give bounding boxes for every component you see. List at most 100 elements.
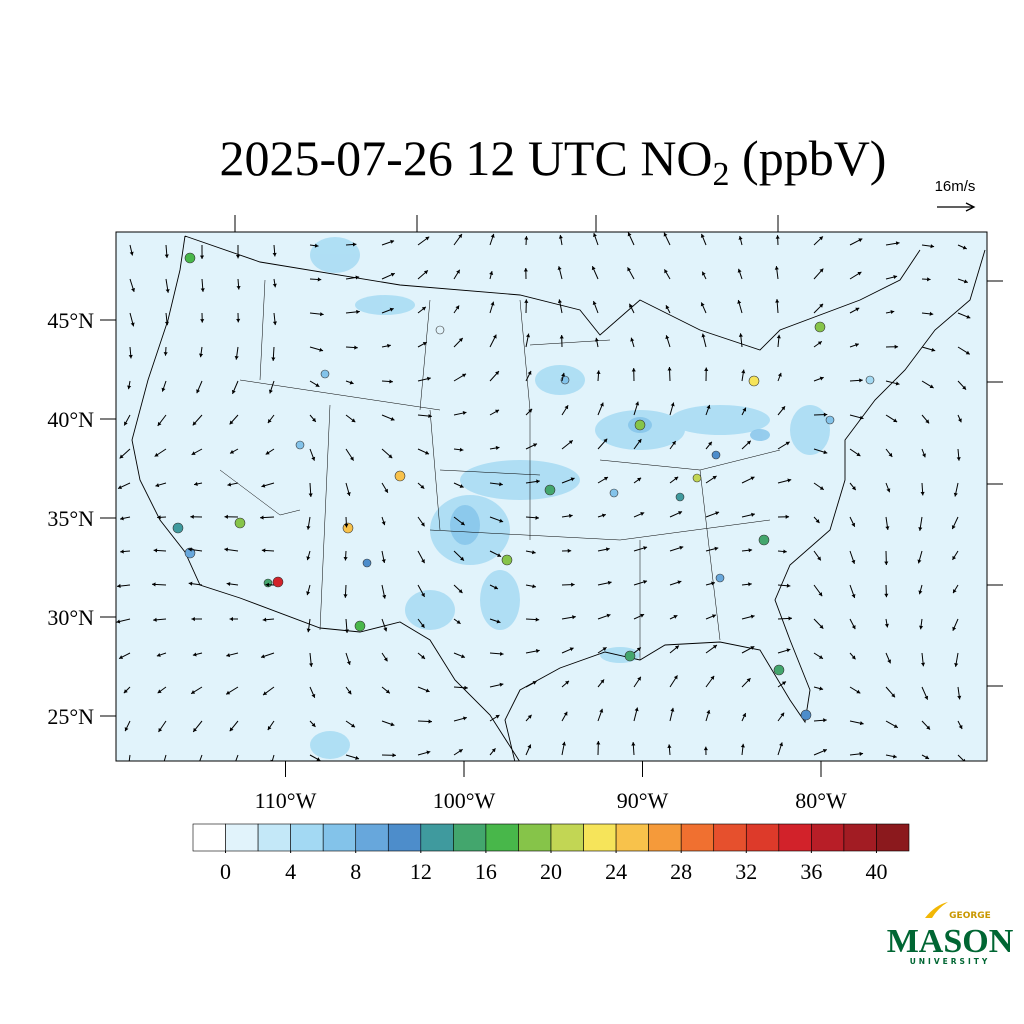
wind-arrow — [813, 584, 823, 597]
wind-arrow — [381, 584, 387, 599]
wind-head — [117, 583, 121, 589]
wind-head — [319, 347, 324, 352]
wind-head — [815, 519, 820, 524]
wind-arrow — [777, 648, 791, 654]
wind-arrow — [705, 441, 713, 450]
wind-arrow — [633, 676, 642, 688]
wind-arrow — [777, 478, 792, 484]
wind-head — [152, 582, 156, 587]
wind-head — [351, 418, 356, 423]
wind-head — [920, 491, 925, 496]
wind-arrow — [236, 312, 241, 323]
wind-arrow — [849, 618, 856, 630]
wind-head — [356, 309, 360, 314]
wind-arrow — [952, 550, 959, 561]
lat-label: 30°N — [47, 605, 94, 630]
wind-arrow — [813, 652, 824, 660]
wind-head — [569, 647, 574, 652]
wind-head — [425, 688, 430, 693]
wind-arrow — [267, 414, 275, 424]
wind-arrow — [777, 549, 787, 554]
wind-head — [153, 617, 157, 622]
wind-head — [927, 277, 931, 282]
wind-head — [851, 594, 856, 598]
title-sub: 2 — [713, 156, 730, 193]
colorbar-label: 12 — [410, 859, 432, 884]
wind-arrow — [154, 448, 167, 457]
wind-head — [929, 384, 934, 389]
wind-arrow — [453, 652, 466, 659]
wind-head — [495, 715, 500, 719]
wind-head — [701, 271, 706, 276]
wind-head — [664, 269, 668, 274]
colorbar-box — [225, 823, 259, 852]
wind-arrow — [738, 235, 743, 246]
wind-head — [952, 555, 957, 560]
wind-head — [349, 380, 354, 385]
wind-arrow — [345, 242, 357, 247]
wind-head — [268, 389, 273, 394]
wind-shaft — [128, 754, 131, 761]
wind-head — [603, 438, 608, 443]
wind-arrow — [885, 754, 897, 759]
lon-label: 110°W — [255, 788, 317, 813]
wind-head — [715, 511, 720, 516]
wind-arrow — [226, 652, 239, 658]
wind-head — [895, 381, 900, 386]
wind-head — [858, 238, 863, 243]
wind-head — [564, 405, 569, 410]
wind-head — [230, 449, 235, 454]
wind-arrow — [633, 613, 645, 620]
wind-arrow — [813, 268, 824, 280]
wind-head — [459, 447, 464, 452]
wind-head — [561, 741, 566, 746]
wind-head — [894, 344, 899, 349]
wind-head — [157, 421, 162, 426]
wind-head — [354, 345, 358, 350]
wind-head — [383, 627, 388, 632]
wind-arrow — [381, 343, 391, 348]
wind-head — [490, 301, 495, 306]
wind-head — [384, 488, 388, 493]
wind-head — [385, 689, 390, 694]
wind-head — [637, 477, 642, 482]
wind-arrow — [737, 268, 743, 280]
logo-main: MASON — [887, 923, 1014, 960]
wind-head — [423, 270, 428, 275]
colorbar-label: 24 — [605, 859, 627, 884]
wind-head — [309, 663, 314, 667]
wind-head — [499, 651, 504, 656]
wind-arrow — [633, 546, 648, 552]
wind-head — [856, 689, 861, 694]
wind-head — [712, 645, 717, 649]
wind-head — [673, 675, 678, 680]
wind-arrow — [705, 546, 719, 552]
wind-arrow — [592, 300, 599, 314]
wind-arrow — [229, 720, 239, 732]
wind-arrow — [705, 511, 720, 518]
wind-arrow — [306, 550, 311, 561]
wind-arrow — [381, 550, 386, 564]
wind-arrow — [630, 337, 635, 348]
wind-arrow — [597, 613, 611, 620]
wind-arrow — [262, 617, 275, 622]
wind-arrow — [957, 346, 971, 355]
wind-arrow — [164, 312, 170, 326]
wind-head — [458, 234, 462, 239]
wind-head — [130, 322, 135, 327]
wind-head — [163, 352, 168, 356]
wind-head — [158, 727, 163, 732]
wind-head — [740, 743, 745, 748]
wind-arrow — [417, 341, 428, 348]
wind-arrow — [345, 720, 356, 728]
wind-arrow — [153, 548, 167, 553]
wind-head — [958, 725, 963, 730]
wind-arrow — [120, 549, 131, 554]
wind-arrow — [631, 742, 636, 756]
wind-head — [260, 515, 264, 520]
wind-arrow — [525, 714, 532, 722]
wind-head — [606, 613, 611, 618]
wind-arrow — [669, 675, 678, 688]
state-borders — [219, 279, 781, 660]
wind-arrow — [453, 550, 465, 561]
